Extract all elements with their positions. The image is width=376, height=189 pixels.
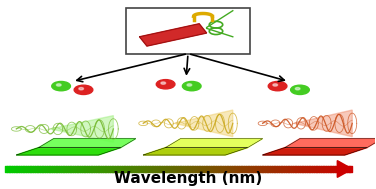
FancyBboxPatch shape bbox=[126, 8, 250, 54]
Circle shape bbox=[79, 88, 83, 90]
Polygon shape bbox=[285, 139, 376, 148]
Circle shape bbox=[156, 80, 175, 89]
Circle shape bbox=[187, 84, 192, 86]
Polygon shape bbox=[50, 116, 113, 142]
Circle shape bbox=[56, 84, 61, 86]
Polygon shape bbox=[165, 139, 263, 148]
Circle shape bbox=[291, 85, 309, 94]
Circle shape bbox=[273, 84, 277, 86]
Polygon shape bbox=[263, 148, 367, 155]
Circle shape bbox=[161, 82, 165, 84]
Text: Wavelength (nm): Wavelength (nm) bbox=[114, 171, 262, 186]
Polygon shape bbox=[337, 161, 352, 177]
Circle shape bbox=[52, 81, 70, 91]
Circle shape bbox=[74, 85, 93, 94]
Circle shape bbox=[268, 81, 287, 91]
Polygon shape bbox=[16, 148, 121, 155]
Circle shape bbox=[295, 88, 300, 90]
Polygon shape bbox=[143, 148, 248, 155]
Polygon shape bbox=[39, 139, 136, 148]
Polygon shape bbox=[294, 110, 352, 137]
Circle shape bbox=[182, 81, 201, 91]
Polygon shape bbox=[174, 110, 233, 137]
Polygon shape bbox=[139, 24, 207, 46]
